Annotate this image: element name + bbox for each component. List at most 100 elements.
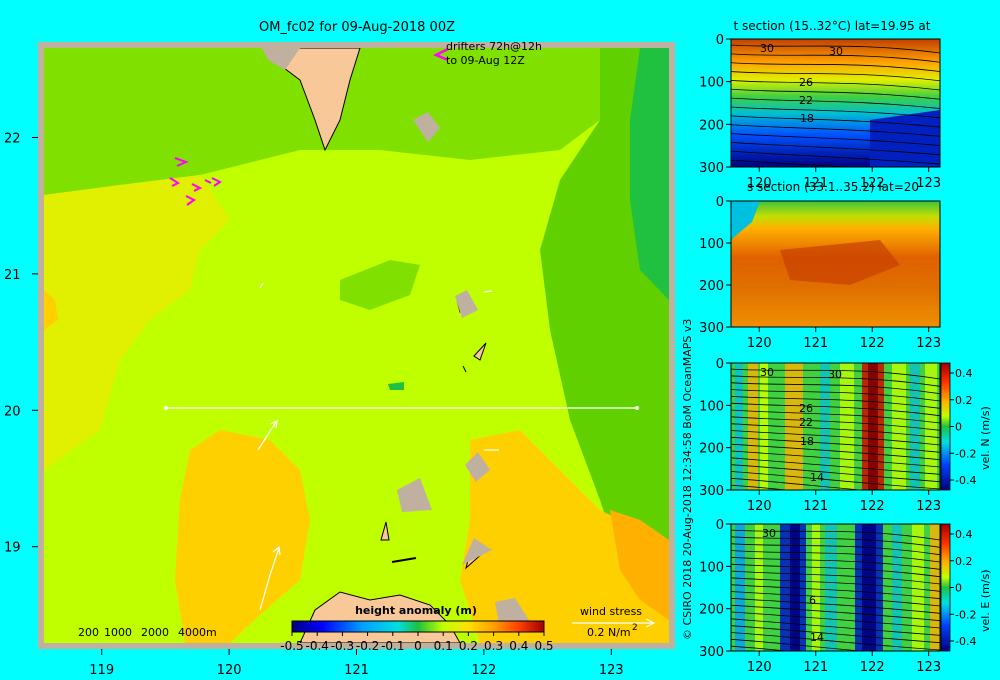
map-y-tick-label: 19 (4, 541, 21, 556)
section-x-tick-label: 121 (803, 660, 828, 675)
field-region-orange-sw (175, 430, 310, 643)
drifter-track-3 (191, 183, 203, 192)
section-y-tick-label: 0 (716, 357, 724, 372)
section-line-end (635, 406, 639, 410)
field-region-darkgreen-east (630, 48, 669, 300)
section-contour-line (731, 529, 940, 541)
section-y-tick-label: 0 (716, 195, 724, 210)
velocity-stripe (892, 524, 902, 651)
land-taiwan (267, 48, 361, 152)
t-section-title: t section (15..32°C) lat=19.95 at (734, 19, 931, 33)
section-line (164, 406, 639, 410)
section-y-tick-label: 300 (699, 161, 724, 176)
wind-vectors (257, 282, 499, 611)
ve-contour-label-14: 14 (810, 631, 824, 644)
height-colorbar-tick-label: -0.2 (356, 639, 379, 653)
section-x-tick-label: 123 (916, 176, 941, 191)
depth-legend-200: 200 (78, 626, 99, 639)
section-contour-line (731, 550, 940, 563)
land-island-c (473, 342, 487, 361)
section-contour-line (731, 597, 940, 614)
height-colorbar-tick-label: 0.4 (509, 639, 528, 653)
island-small-stroke-2 (462, 365, 467, 373)
section-contour-line (731, 611, 940, 629)
section-contour-line (731, 416, 940, 431)
vel-n-colorbar-ticks: 0.4 0.2 0 -0.2 -0.4 (950, 367, 976, 487)
section-contour-line (731, 375, 940, 387)
section-contour-line (731, 618, 940, 636)
height-colorbar-ramp (291, 620, 545, 633)
section-y-tick-label: 300 (699, 321, 724, 336)
vel-colorbar-tick-label: 0.2 (955, 394, 973, 407)
shelf-patch-e (462, 538, 492, 565)
section-contour-line (731, 570, 940, 585)
section-contour-line (731, 133, 940, 146)
section-x-tick-label: 120 (747, 499, 772, 514)
section-contour-line (731, 563, 940, 578)
section-contour-line (731, 88, 940, 100)
t-contour-label-18: 18 (800, 112, 814, 125)
shelf-patch-f (262, 48, 300, 70)
shelf-patch-c (465, 452, 490, 482)
section-x-tick-label: 120 (747, 660, 772, 675)
vel-colorbar-tick-label: 0 (955, 582, 962, 595)
depth-legend-2000: 2000 (141, 626, 169, 639)
shelf-patch-b (455, 290, 478, 318)
t-section-ticks: 120 121 122 123 0 100 200 300 (699, 33, 941, 191)
section-contour-line (731, 430, 940, 446)
section-contour-line (731, 484, 791, 490)
wind-arrow-3 (259, 282, 264, 289)
map-x-ticks: 119 120 121 122 123 (89, 649, 624, 678)
map-y-ticks: 22 21 20 19 (4, 131, 38, 556)
field-region-orange-west (44, 290, 58, 330)
section-x-tick-label: 121 (803, 499, 828, 514)
land-island-g (380, 521, 390, 541)
credit-text: © CSIRO 2018 20-Aug-2018 12:34:58 BoM Oc… (681, 319, 694, 640)
s-section-frame (730, 200, 941, 328)
s-section-deep-core (780, 240, 900, 285)
map-x-tick-label: 122 (471, 663, 496, 678)
velocity-stripe (862, 524, 876, 651)
t-contour-label-30b: 30 (829, 45, 843, 58)
section-x-tick-label: 121 (803, 336, 828, 351)
vel-colorbar-tick-label: -0.4 (955, 635, 976, 648)
height-anomaly-map: drifters 72h@12h to 09-Aug 12Z 200 1000 … (4, 40, 675, 678)
section-y-tick-label: 0 (716, 518, 724, 533)
map-y-tick-label: 22 (4, 131, 21, 146)
s-section-ticks: 120 121 122 123 0 100 200 300 (699, 195, 941, 351)
field-region-green-centre (340, 260, 420, 310)
ve-contour-label-30: 30 (762, 527, 776, 540)
wind-stress-legend: wind stress 0.2 N/m 2 (572, 605, 656, 639)
vel-e-colorbar-ticks: 0.4 0.2 0 -0.2 -0.4 (950, 528, 976, 648)
height-colorbar-tick-label: 0 (414, 639, 422, 653)
section-x-tick-label: 123 (916, 336, 941, 351)
drifter-track-4 (204, 179, 212, 184)
map-x-tick-label: 120 (217, 663, 242, 678)
section-contour-line (731, 638, 865, 651)
section-x-tick-label: 120 (747, 176, 772, 191)
t-section-panel: 30 30 26 22 18 120 121 122 123 0 100 200 300 (699, 33, 941, 191)
section-contour-line (731, 584, 940, 600)
depth-legend: 200 1000 2000 4000m (78, 626, 217, 639)
section-contour-line (731, 368, 940, 380)
vel-n-ticks: 120 121 122 123 0 100 200 300 (699, 357, 941, 514)
vn-contour-label-18: 18 (800, 435, 814, 448)
section-contour-line (731, 382, 940, 395)
vel-n-colorbar-label: vel. N (m/s) (979, 406, 992, 470)
velocity-stripe (812, 524, 820, 651)
height-colorbar-label: height anomaly (m) (355, 604, 477, 617)
height-colorbar-tick-label: 0.2 (459, 639, 478, 653)
section-contour-line (731, 543, 940, 556)
section-contour-line (731, 604, 940, 622)
section-contour-line (731, 402, 940, 417)
depth-legend-1000: 1000 (104, 626, 132, 639)
section-y-tick-label: 0 (716, 33, 724, 48)
vel-colorbar-tick-label: 0 (955, 421, 962, 434)
section-line-start (164, 406, 168, 410)
shelf-patch-d (397, 478, 432, 512)
vel-n-section-frame (730, 362, 941, 491)
section-contour-line (731, 536, 940, 548)
s-section-panel: 120 121 122 123 0 100 200 300 (699, 195, 941, 351)
height-colorbar-ticks: -0.5 -0.4 -0.3 -0.2 -0.1 0 0.1 0.2 0.3 0.4 0.5 (280, 632, 554, 653)
